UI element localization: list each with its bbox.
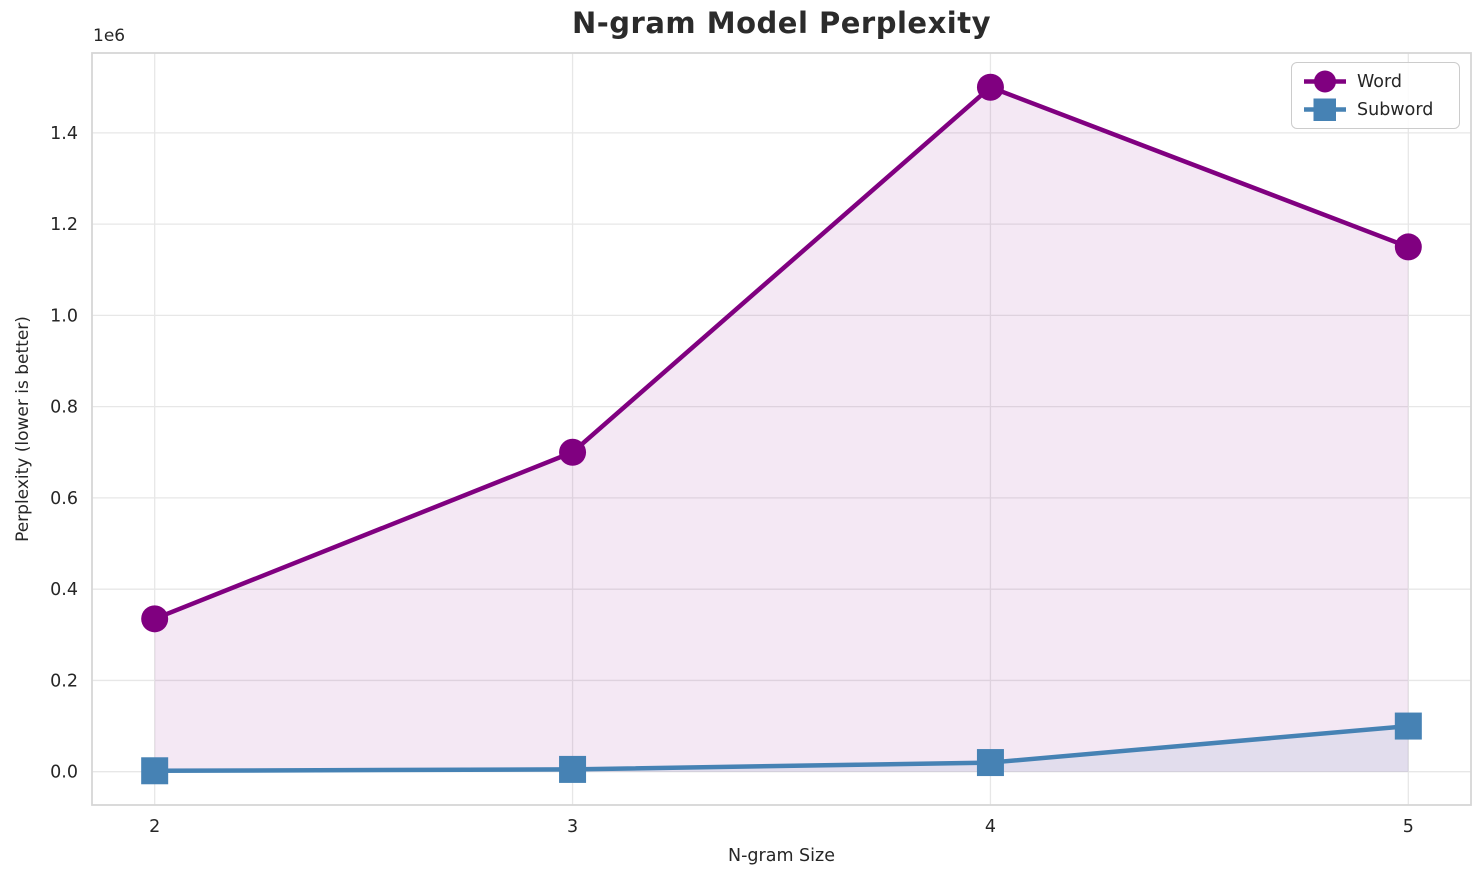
subword-data-point <box>1394 712 1422 740</box>
y-tick-label: 0.4 <box>50 580 78 600</box>
y-tick-label: 0.2 <box>50 671 78 691</box>
word-line-circle-marker-icon <box>1302 68 1348 95</box>
word-line <box>152 84 1411 622</box>
y-axis-offset-label: 1e6 <box>93 26 126 46</box>
subword-line <box>152 723 1411 774</box>
subword-data-point <box>559 755 587 783</box>
word-data-point <box>559 438 587 466</box>
subword-data-point <box>976 749 1004 777</box>
word-area-fill <box>154 87 1409 772</box>
legend: Word Subword <box>1291 62 1460 129</box>
y-tick-label: 1.0 <box>50 306 78 326</box>
y-tick-label: 1.4 <box>50 124 78 144</box>
legend-item-word: Word <box>1302 68 1449 95</box>
plot-background <box>92 53 1471 805</box>
x-tick-label: 4 <box>985 817 996 837</box>
word-data-point <box>976 73 1004 101</box>
legend-label-subword: Subword <box>1357 99 1434 120</box>
x-tick-label: 2 <box>149 817 160 837</box>
plot-border <box>91 52 1472 806</box>
y-tick-label: 0.6 <box>50 489 78 509</box>
word-data-point <box>141 605 169 633</box>
y-tick-label: 1.2 <box>50 215 78 235</box>
subword-area-fill <box>154 726 1409 772</box>
x-tick-label: 3 <box>567 817 578 837</box>
legend-item-subword: Subword <box>1302 96 1449 123</box>
word-data-point <box>1394 233 1422 261</box>
y-tick-label: 0.8 <box>50 398 78 418</box>
subword-line-square-marker-icon <box>1302 96 1348 123</box>
y-axis-label: Perplexity (lower is better) <box>13 316 33 542</box>
y-tick-label: 0.0 <box>50 763 78 783</box>
chart-title: N-gram Model Perplexity <box>571 6 991 40</box>
x-axis-label: N-gram Size <box>728 846 835 866</box>
x-tick-label: 5 <box>1403 817 1414 837</box>
legend-label-word: Word <box>1357 71 1402 92</box>
subword-data-point <box>141 757 169 785</box>
